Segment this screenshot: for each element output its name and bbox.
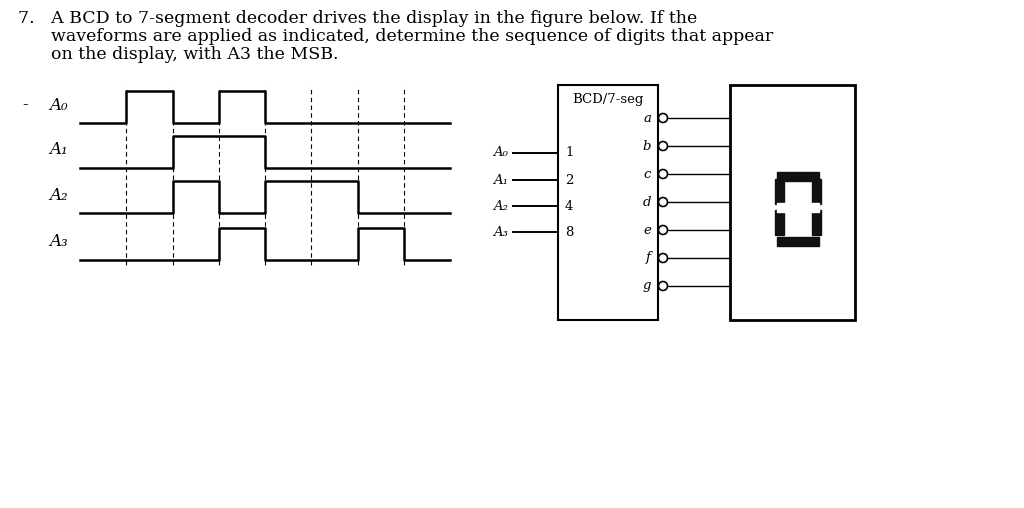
Circle shape <box>658 142 668 150</box>
Text: g: g <box>642 279 651 293</box>
Bar <box>774 178 783 204</box>
Text: 4: 4 <box>565 200 573 212</box>
Text: f: f <box>646 251 651 265</box>
Bar <box>811 209 820 235</box>
Text: d: d <box>642 196 651 208</box>
Bar <box>776 172 818 180</box>
Circle shape <box>658 253 668 263</box>
Text: A₀: A₀ <box>493 146 508 160</box>
Text: b: b <box>642 140 651 152</box>
Text: on the display, with A3 the MSB.: on the display, with A3 the MSB. <box>18 46 339 63</box>
Circle shape <box>658 281 668 291</box>
Bar <box>730 85 855 320</box>
Text: a: a <box>643 111 651 124</box>
Circle shape <box>658 113 668 122</box>
Text: e: e <box>643 224 651 237</box>
Text: 2: 2 <box>565 174 573 186</box>
Circle shape <box>658 170 668 178</box>
Bar <box>558 85 658 320</box>
Bar <box>776 237 818 245</box>
Text: BCD/7-seg: BCD/7-seg <box>572 93 644 106</box>
Text: waveforms are applied as indicated, determine the sequence of digits that appear: waveforms are applied as indicated, dete… <box>18 28 773 45</box>
Circle shape <box>658 226 668 235</box>
Text: 8: 8 <box>565 226 573 238</box>
Bar <box>776 203 818 212</box>
Text: A₀: A₀ <box>49 97 68 113</box>
Text: 7.   A BCD to 7-segment decoder drives the display in the figure below. If the: 7. A BCD to 7-segment decoder drives the… <box>18 10 697 27</box>
Text: A₂: A₂ <box>49 186 68 204</box>
Text: -: - <box>23 97 28 113</box>
Text: 1: 1 <box>565 146 573 160</box>
Circle shape <box>658 198 668 206</box>
Bar <box>774 209 783 235</box>
Text: A₂: A₂ <box>493 200 508 212</box>
Text: A₁: A₁ <box>493 174 508 186</box>
Text: A₃: A₃ <box>49 234 68 250</box>
Bar <box>811 178 820 204</box>
Text: c: c <box>644 168 651 180</box>
Text: A₁: A₁ <box>49 142 68 158</box>
Text: A₃: A₃ <box>493 226 508 238</box>
